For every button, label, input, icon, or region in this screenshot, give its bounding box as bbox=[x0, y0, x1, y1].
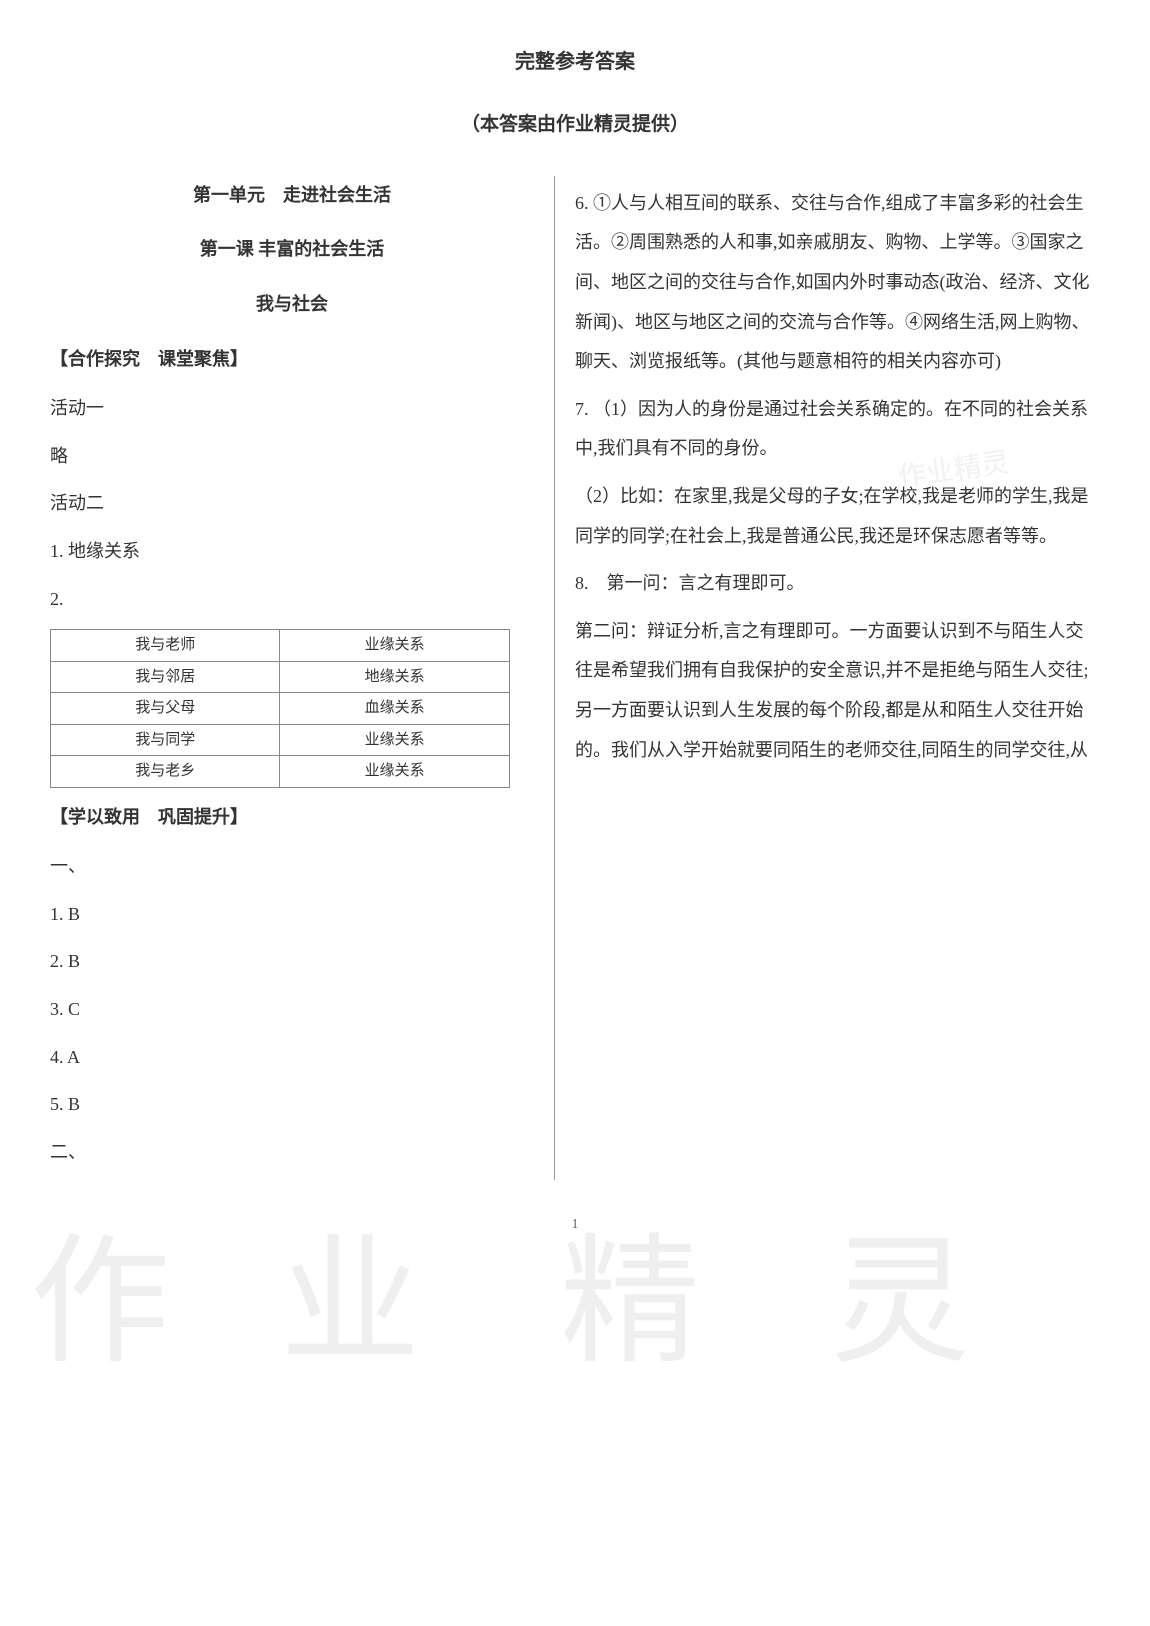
activity-1-label: 活动一 bbox=[50, 389, 534, 429]
table-row: 我与父母 血缘关系 bbox=[51, 693, 510, 725]
question-8-part-2: 第二问：辩证分析,言之有理即可。一方面要认识到不与陌生人交往是希望我们拥有自我保… bbox=[575, 612, 1100, 770]
question-2-label: 2. bbox=[50, 580, 534, 620]
subtitle: （本答案由作业精灵提供） bbox=[50, 104, 1100, 146]
question-6: 6. ①人与人相互间的联系、交往与合作,组成了丰富多彩的社会生活。②周围熟悉的人… bbox=[575, 184, 1100, 382]
content-columns: 第一单元 走进社会生活 第一课 丰富的社会生活 我与社会 【合作探究 课堂聚焦】… bbox=[50, 176, 1100, 1181]
skip-label: 略 bbox=[50, 437, 534, 477]
coop-heading: 【合作探究 课堂聚焦】 bbox=[50, 340, 534, 380]
table-cell: 我与老师 bbox=[51, 630, 280, 662]
section-one-label: 一、 bbox=[50, 847, 534, 887]
relationship-table: 我与老师 业缘关系 我与邻居 地缘关系 我与父母 血缘关系 我与同学 业缘关系 … bbox=[50, 629, 510, 788]
table-row: 我与老师 业缘关系 bbox=[51, 630, 510, 662]
left-column: 第一单元 走进社会生活 第一课 丰富的社会生活 我与社会 【合作探究 课堂聚焦】… bbox=[50, 176, 554, 1181]
table-cell: 我与邻居 bbox=[51, 661, 280, 693]
table-row: 我与同学 业缘关系 bbox=[51, 724, 510, 756]
table-cell: 血缘关系 bbox=[280, 693, 509, 725]
watermark-char-1: 作 bbox=[30, 1150, 170, 1458]
table-cell: 我与父母 bbox=[51, 693, 280, 725]
page-header: 完整参考答案 （本答案由作业精灵提供） bbox=[50, 40, 1100, 146]
table-row: 我与邻居 地缘关系 bbox=[51, 661, 510, 693]
watermark-char-2: 业 bbox=[280, 1150, 420, 1458]
watermark-char-3: 精 bbox=[560, 1150, 700, 1458]
main-title: 完整参考答案 bbox=[50, 40, 1100, 84]
activity-2-label: 活动二 bbox=[50, 484, 534, 524]
table-cell: 我与老乡 bbox=[51, 756, 280, 788]
table-cell: 地缘关系 bbox=[280, 661, 509, 693]
watermark-char-4: 灵 bbox=[830, 1150, 970, 1458]
table-cell: 我与同学 bbox=[51, 724, 280, 756]
lesson-title: 第一课 丰富的社会生活 bbox=[50, 230, 534, 270]
answer-2: 2. B bbox=[50, 942, 534, 982]
table-cell: 业缘关系 bbox=[280, 630, 509, 662]
question-7-part-2: （2）比如：在家里,我是父母的子女;在学校,我是老师的学生,我是同学的同学;在社… bbox=[575, 477, 1100, 556]
answer-1: 1. B bbox=[50, 895, 534, 935]
answer-4: 4. A bbox=[50, 1038, 534, 1078]
section-title: 我与社会 bbox=[50, 285, 534, 325]
table-cell: 业缘关系 bbox=[280, 756, 509, 788]
table-row: 我与老乡 业缘关系 bbox=[51, 756, 510, 788]
unit-title: 第一单元 走进社会生活 bbox=[50, 176, 534, 216]
table-cell: 业缘关系 bbox=[280, 724, 509, 756]
right-column: 6. ①人与人相互间的联系、交往与合作,组成了丰富多彩的社会生活。②周围熟悉的人… bbox=[554, 176, 1100, 1181]
answer-5: 5. B bbox=[50, 1085, 534, 1125]
question-1: 1. 地缘关系 bbox=[50, 532, 534, 572]
question-7-part-1: 7. （1）因为人的身份是通过社会关系确定的。在不同的社会关系中,我们具有不同的… bbox=[575, 390, 1100, 469]
answer-3: 3. C bbox=[50, 990, 534, 1030]
page-number: 1 bbox=[50, 1210, 1100, 1241]
apply-heading: 【学以致用 巩固提升】 bbox=[50, 798, 534, 838]
question-8-part-1: 8. 第一问：言之有理即可。 bbox=[575, 564, 1100, 604]
section-two-label: 二、 bbox=[50, 1133, 534, 1173]
